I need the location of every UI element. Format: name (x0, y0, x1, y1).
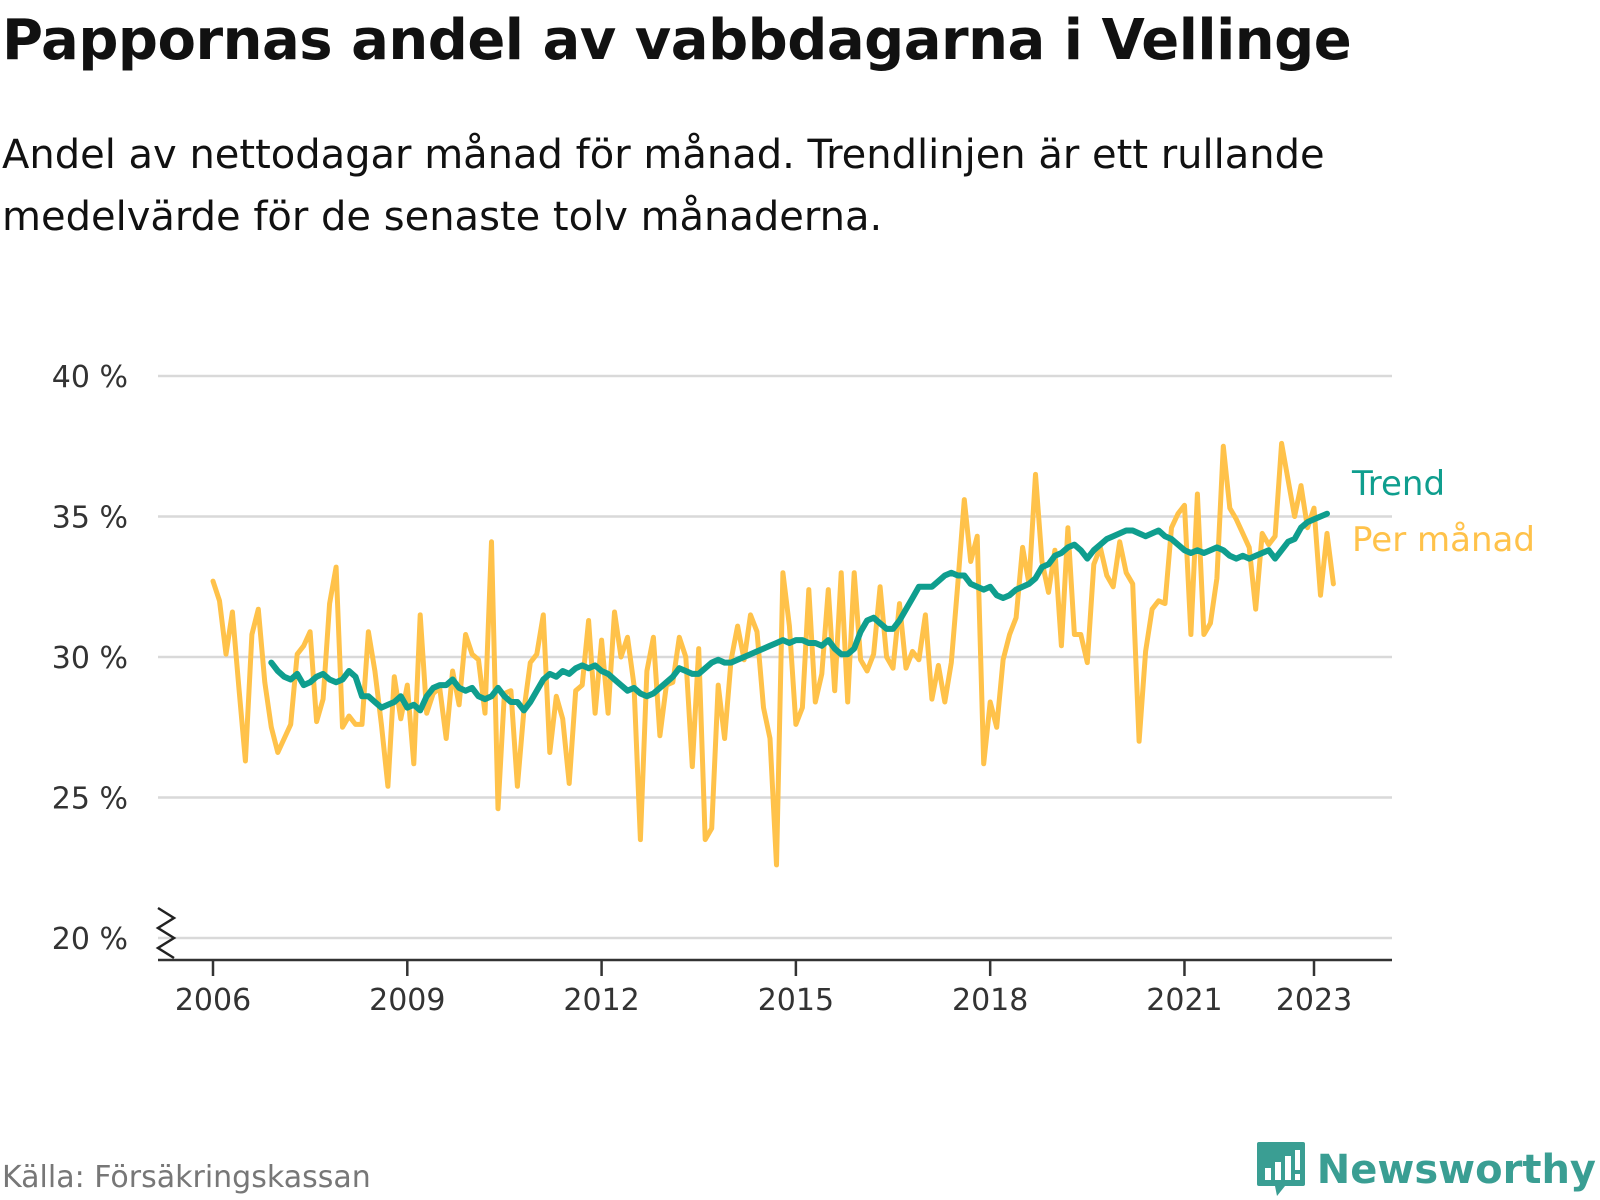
axis-break-mark (155, 906, 177, 960)
newsworthy-logo-icon (1256, 1142, 1305, 1196)
x-tick-label: 2021 (1146, 983, 1222, 1018)
x-tick-label: 2009 (369, 983, 445, 1018)
x-tick-label: 2018 (952, 983, 1028, 1018)
source-note: Källa: Försäkringskassan (2, 1160, 371, 1195)
y-tick-label: 20 % (52, 922, 128, 957)
trend-line (268, 510, 1330, 714)
brand-logo: Newsworthy (1255, 1140, 1596, 1200)
y-tick-label: 30 % (52, 641, 128, 676)
x-tick-label: 2006 (175, 983, 251, 1018)
series-label-monthly: Per månad (1352, 520, 1535, 560)
y-tick-label: 35 % (52, 501, 128, 536)
x-tick-label: 2023 (1276, 983, 1352, 1018)
x-axis: 2006 2009 2012 2015 2018 2021 2023 (158, 958, 1392, 1018)
brand-name: Newsworthy (1316, 1147, 1596, 1193)
chart-title: Pappornas andel av vabbdagarna i Velling… (2, 8, 1352, 73)
x-tick-label: 2012 (563, 983, 639, 1018)
series-labels: Per månad Trend (1351, 464, 1535, 560)
series-lines (210, 440, 1336, 868)
x-tick-label: 2015 (758, 983, 834, 1018)
chart-subtitle: Andel av nettodagar månad för månad. Tre… (2, 132, 1325, 240)
series-label-trend: Trend (1351, 464, 1445, 504)
y-tick-label: 25 % (52, 782, 128, 817)
y-axis-tick-labels: 20 % 25 % 30 % 35 % 40 % (52, 360, 128, 957)
monthly-line (210, 440, 1336, 868)
y-tick-label: 40 % (52, 360, 128, 395)
axis-break-zigzag (155, 906, 177, 960)
